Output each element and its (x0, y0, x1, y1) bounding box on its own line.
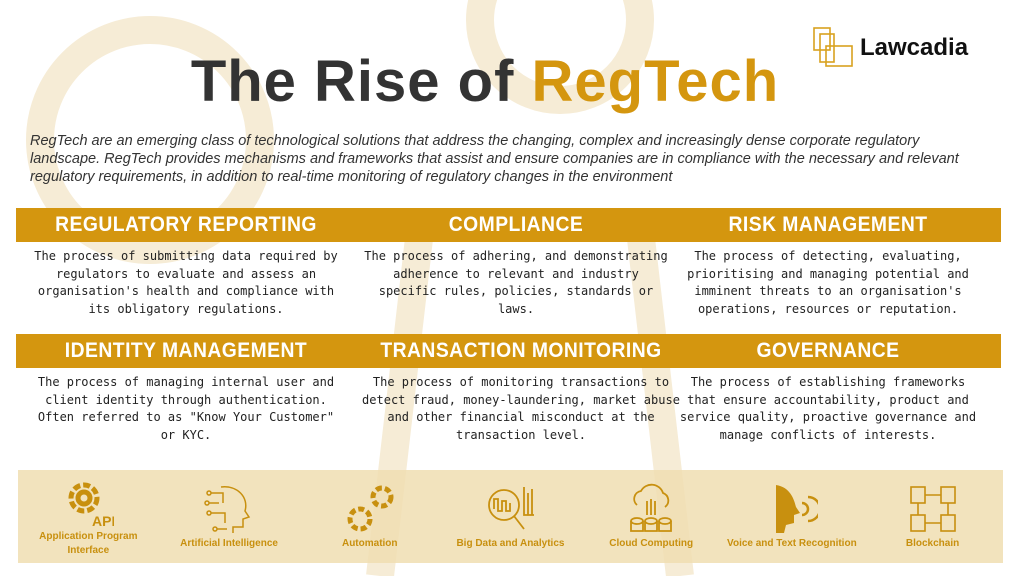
tech-blockchain: Blockchain (868, 483, 998, 551)
section-header-bar-row-2 (16, 334, 1001, 368)
svg-text:API: API (92, 513, 114, 528)
section-text: The process of adhering, and demonstrati… (364, 249, 668, 316)
tech-ai: Artificial Intelligence (164, 483, 294, 551)
section-header-bar-row-1 (16, 208, 1001, 242)
title-text: The Rise of (190, 49, 532, 114)
section-text: The process of managing internal user an… (37, 375, 335, 442)
logo-mark-icon (813, 27, 853, 67)
section-heading: GOVERNANCE (756, 339, 900, 362)
blockchain-icon (909, 485, 956, 532)
title-accent-text: RegTech (531, 49, 780, 114)
tech-api: API Application Program Interface (23, 476, 153, 558)
tech-label: Big Data and Analytics (456, 537, 565, 549)
intro-description: RegTech are an emerging class of technol… (30, 133, 959, 185)
section-text: The process of detecting, evaluating, pr… (687, 249, 969, 316)
section-identity-management: IDENTITY MANAGEMENT The process of managi… (31, 334, 341, 444)
section-governance: GOVERNANCE The process of establishing fr… (673, 334, 983, 444)
section-transaction-monitoring: TRANSACTION MONITORING The process of mon… (361, 334, 681, 444)
tech-label: Blockchain (905, 537, 960, 549)
section-heading: TRANSACTION MONITORING (380, 339, 662, 362)
tech-big-data: Big Data and Analytics (445, 483, 575, 551)
section-risk-management: RISK MANAGEMENT The process of detecting,… (673, 208, 983, 318)
technologies-band: API Application Program Interface Artifi… (18, 470, 1003, 563)
section-text: The process of submitting data required … (34, 249, 338, 316)
section-heading: COMPLIANCE (448, 213, 584, 236)
section-heading: RISK MANAGEMENT (728, 213, 928, 236)
tech-automation: Automation (305, 483, 435, 551)
section-regulatory-reporting: REGULATORY REPORTING The process of submi… (31, 208, 341, 318)
tech-voice: Voice and Text Recognition (727, 483, 857, 551)
gears-icon (347, 485, 394, 531)
tech-label: Automation (341, 537, 398, 549)
tech-label: Cloud Computing (609, 537, 694, 549)
tech-label: Artificial Intelligence (180, 537, 278, 549)
section-heading: IDENTITY MANAGEMENT (64, 339, 308, 362)
analytics-magnifier-icon (488, 486, 535, 530)
tech-cloud: Cloud Computing (586, 483, 716, 551)
voice-head-icon (775, 484, 818, 533)
lawcadia-logo: Lawcadia (812, 26, 968, 70)
tech-label: Application Program Interface (39, 530, 138, 556)
section-text: The process of monitoring transactions t… (362, 375, 680, 442)
section-text: The process of establishing frameworks t… (679, 375, 977, 442)
ai-head-icon (204, 485, 251, 533)
section-compliance: COMPLIANCE The process of adhering, and d… (361, 208, 671, 318)
cloud-database-icon (630, 483, 673, 532)
page-title: The Rise of RegTech (0, 48, 970, 115)
section-heading: REGULATORY REPORTING (55, 213, 317, 236)
tech-label: Voice and Text Recognition (727, 537, 857, 549)
logo-text: Lawcadia (860, 34, 969, 61)
api-gear-icon: API (68, 482, 114, 528)
